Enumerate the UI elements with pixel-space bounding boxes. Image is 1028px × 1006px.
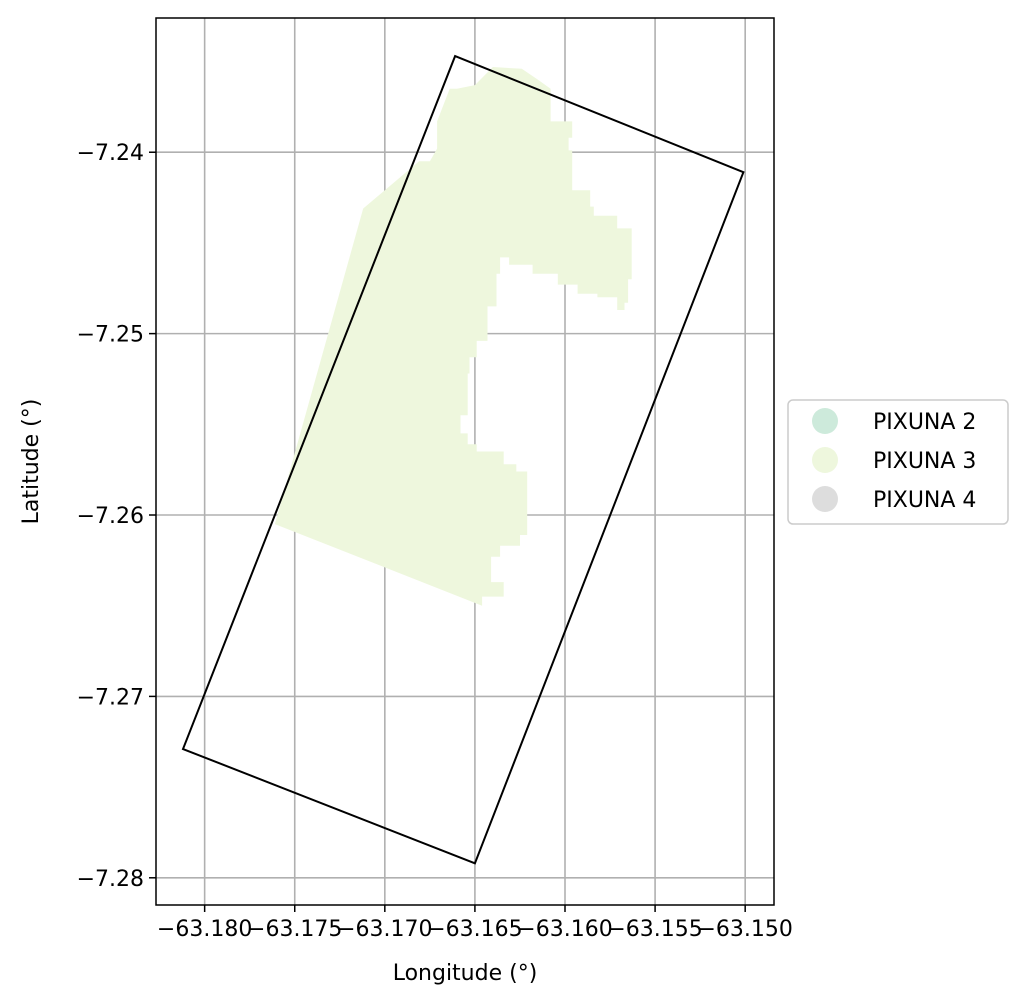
x-tick-label: −63.165 [427,917,522,942]
y-tick-label: −7.27 [77,685,144,710]
legend-items: PIXUNA 2 PIXUNA 3 PIXUNA 4 [812,408,976,513]
legend-marker [812,447,838,473]
legend-box [787,399,1009,525]
x-tick-label: −63.150 [697,917,792,942]
area-boundary-polygon[interactable] [181,54,745,865]
y-tick-label: −7.25 [77,323,144,348]
x-tick-label: −63.170 [337,917,432,942]
legend: PIXUNA 2 PIXUNA 3 PIXUNA 4 [787,399,1009,525]
y-axis-ticks: −7.24 −7.25 −7.26 −7.27 −7.28 [77,141,156,892]
plot-frame [155,17,775,906]
legend-marker [812,486,838,512]
x-tick-label: −63.155 [607,917,702,942]
pixuna-3-area[interactable] [274,67,632,606]
y-axis-label: Latitude (°) [19,399,44,525]
legend-label: PIXUNA 4 [873,488,976,513]
legend-label: PIXUNA 2 [873,410,976,435]
x-axis-label: Longitude (°) [393,961,538,986]
y-tick-label: −7.26 [77,504,144,529]
y-tick-label: −7.28 [77,867,144,892]
y-tick-label: −7.24 [77,141,144,166]
legend-marker [812,408,838,434]
legend-label: PIXUNA 3 [873,449,976,474]
x-tick-label: −63.180 [157,917,252,942]
x-tick-label: −63.175 [247,917,342,942]
x-axis-ticks: −63.180−63.175−63.170−63.165−63.160−63.1… [157,905,793,942]
x-tick-label: −63.160 [517,917,612,942]
